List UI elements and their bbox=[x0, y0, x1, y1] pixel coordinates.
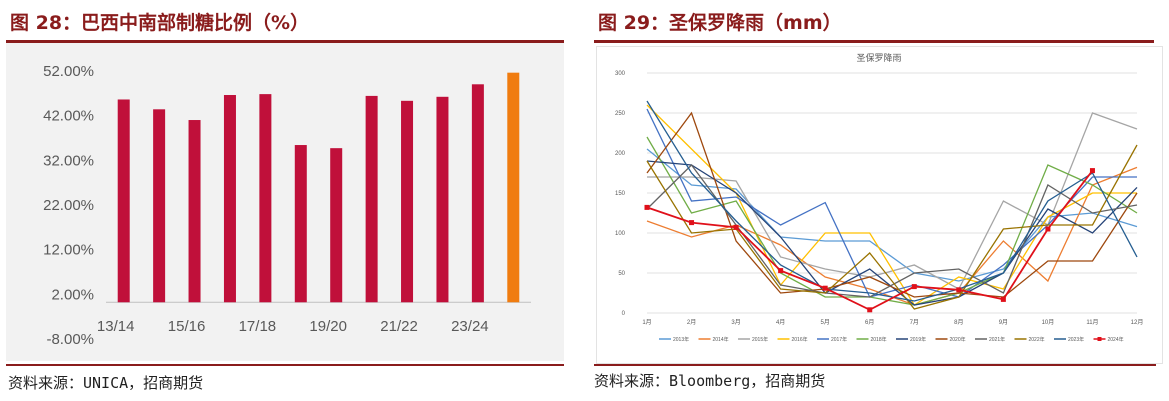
legend-marker bbox=[1097, 337, 1102, 341]
bar-24-25 bbox=[507, 72, 520, 303]
x-tick-label: 17/18 bbox=[239, 318, 277, 335]
figure-28-title-rule bbox=[6, 40, 564, 43]
bar-22-23 bbox=[436, 96, 449, 303]
x-tick-label: 2月 bbox=[687, 319, 696, 326]
series-point-2024 bbox=[778, 268, 784, 274]
series-point-2024 bbox=[956, 287, 962, 293]
series-line-2021 bbox=[646, 164, 1138, 298]
figure-28-source: 资料来源：UNICA，招商期货 bbox=[8, 374, 204, 392]
legend-label: 2015年 bbox=[752, 336, 768, 343]
y-tick-label: 42.00% bbox=[43, 108, 94, 125]
x-tick-label: 1月 bbox=[642, 319, 651, 326]
x-tick-label: 13/14 bbox=[97, 318, 135, 335]
figure-28: 图 28：巴西中南部制糖比例（%） 52.00% 42.00% 32.00% 22.0… bbox=[0, 0, 566, 401]
legend-label: 2023年 bbox=[1068, 336, 1084, 343]
y-tick-label: 250 bbox=[615, 111, 626, 117]
sugar-ratio-bar-chart: 52.00% 42.00% 32.00% 22.00% 12.00% 2.00% -8.00… bbox=[43, 63, 531, 348]
x-tick-label: 10月 bbox=[1042, 319, 1055, 326]
y-tick-label: 200 bbox=[615, 151, 626, 157]
x-tick-label: 7月 bbox=[910, 319, 919, 326]
bar-13-14 bbox=[117, 99, 130, 303]
series-point-2024 bbox=[1045, 226, 1051, 232]
legend-label: 2016年 bbox=[792, 336, 808, 343]
series-line-2017 bbox=[646, 108, 1137, 298]
x-tick-label: 21/22 bbox=[380, 318, 418, 335]
series-point-2024 bbox=[867, 307, 873, 313]
legend-label: 2022年 bbox=[1029, 336, 1045, 343]
series-point-2024 bbox=[1000, 296, 1006, 302]
legend-label: 2019年 bbox=[910, 336, 926, 343]
series-point-2024 bbox=[822, 285, 828, 291]
x-tick-label: 15/16 bbox=[168, 318, 206, 335]
figure-29-title: 图 29：圣保罗降雨（mm） bbox=[598, 12, 842, 34]
x-tick-label: 23/24 bbox=[451, 318, 489, 335]
bar-18-19 bbox=[294, 145, 307, 303]
bar-16-17 bbox=[223, 95, 236, 303]
figure-28-title: 图 28：巴西中南部制糖比例（%） bbox=[10, 12, 310, 34]
y-tick-label: 100 bbox=[615, 231, 626, 237]
series-line-2018 bbox=[646, 136, 1138, 306]
x-tick-label: 3月 bbox=[731, 319, 740, 326]
x-tick-label: 6月 bbox=[865, 319, 874, 326]
series-line-2015 bbox=[647, 112, 1138, 290]
legend-label: 2020年 bbox=[950, 336, 966, 343]
legend-label: 2017年 bbox=[831, 336, 847, 343]
x-tick-label: 11月 bbox=[1086, 319, 1098, 326]
figure-29-title-rule bbox=[594, 40, 1154, 43]
series-point-2024 bbox=[1089, 168, 1095, 174]
y-tick-label: 300 bbox=[615, 71, 626, 77]
x-tick-label: 4月 bbox=[776, 319, 785, 326]
bar-15-16 bbox=[188, 120, 201, 303]
legend-label: 2014年 bbox=[713, 336, 729, 343]
figure-28-bottom-rule bbox=[6, 364, 564, 366]
figure-29-bottom-rule bbox=[594, 364, 1156, 366]
bar-23-24 bbox=[471, 84, 484, 303]
series-point-2024 bbox=[911, 284, 917, 290]
figure-29: 图 29：圣保罗降雨（mm） 圣保罗降雨 0 50 100 150 200 250 300 1月… bbox=[592, 0, 1169, 401]
figure-29-source: 资料来源：Bloomberg，招商期货 bbox=[594, 372, 826, 390]
x-tick-label: 9月 bbox=[999, 319, 1008, 326]
series-line-2020 bbox=[646, 111, 1138, 298]
y-tick-label: 50 bbox=[618, 271, 625, 277]
bar-20-21 bbox=[365, 95, 378, 303]
x-tick-label: 8月 bbox=[954, 319, 963, 326]
figure-28-chart-panel: 52.00% 42.00% 32.00% 22.00% 12.00% 2.00% -8.00… bbox=[6, 43, 564, 361]
x-tick-label: 12月 bbox=[1131, 319, 1144, 326]
series-point-2024 bbox=[733, 224, 739, 230]
y-tick-label: 32.00% bbox=[43, 152, 94, 169]
y-tick-label: -8.00% bbox=[46, 331, 94, 348]
series-point-2024 bbox=[689, 220, 695, 226]
y-tick-label: 12.00% bbox=[43, 242, 94, 259]
chart-title: 圣保罗降雨 bbox=[856, 52, 901, 63]
y-tick-label: 150 bbox=[615, 191, 626, 197]
sao-paulo-rainfall-line-chart: 圣保罗降雨 0 50 100 150 200 250 300 1月 2月 3月 4月 5月 6月 7月 8月 9… bbox=[615, 52, 1144, 343]
y-tick-label: 22.00% bbox=[43, 197, 94, 214]
figure-29-chart-panel: 圣保罗降雨 0 50 100 150 200 250 300 1月 2月 3月 4月 5月 6月 7月 8月 9… bbox=[596, 46, 1163, 364]
y-tick-label: 52.00% bbox=[43, 63, 94, 80]
legend-label: 2024年 bbox=[1108, 336, 1124, 343]
bar-14-15 bbox=[153, 109, 166, 303]
legend-label: 2013年 bbox=[673, 336, 689, 343]
y-tick-label: 0 bbox=[622, 311, 626, 317]
bar-21-22 bbox=[401, 100, 414, 303]
series-point-2024 bbox=[644, 204, 650, 210]
bar-19-20 bbox=[330, 148, 343, 303]
series-line-2022 bbox=[646, 144, 1138, 310]
y-tick-label: 2.00% bbox=[51, 286, 94, 303]
series-line-2023 bbox=[646, 100, 1138, 302]
x-tick-label: 19/20 bbox=[309, 318, 347, 335]
x-tick-label: 5月 bbox=[821, 319, 830, 326]
legend-label: 2018年 bbox=[871, 336, 887, 343]
legend-label: 2021年 bbox=[989, 336, 1005, 343]
bar-17-18 bbox=[259, 94, 272, 303]
